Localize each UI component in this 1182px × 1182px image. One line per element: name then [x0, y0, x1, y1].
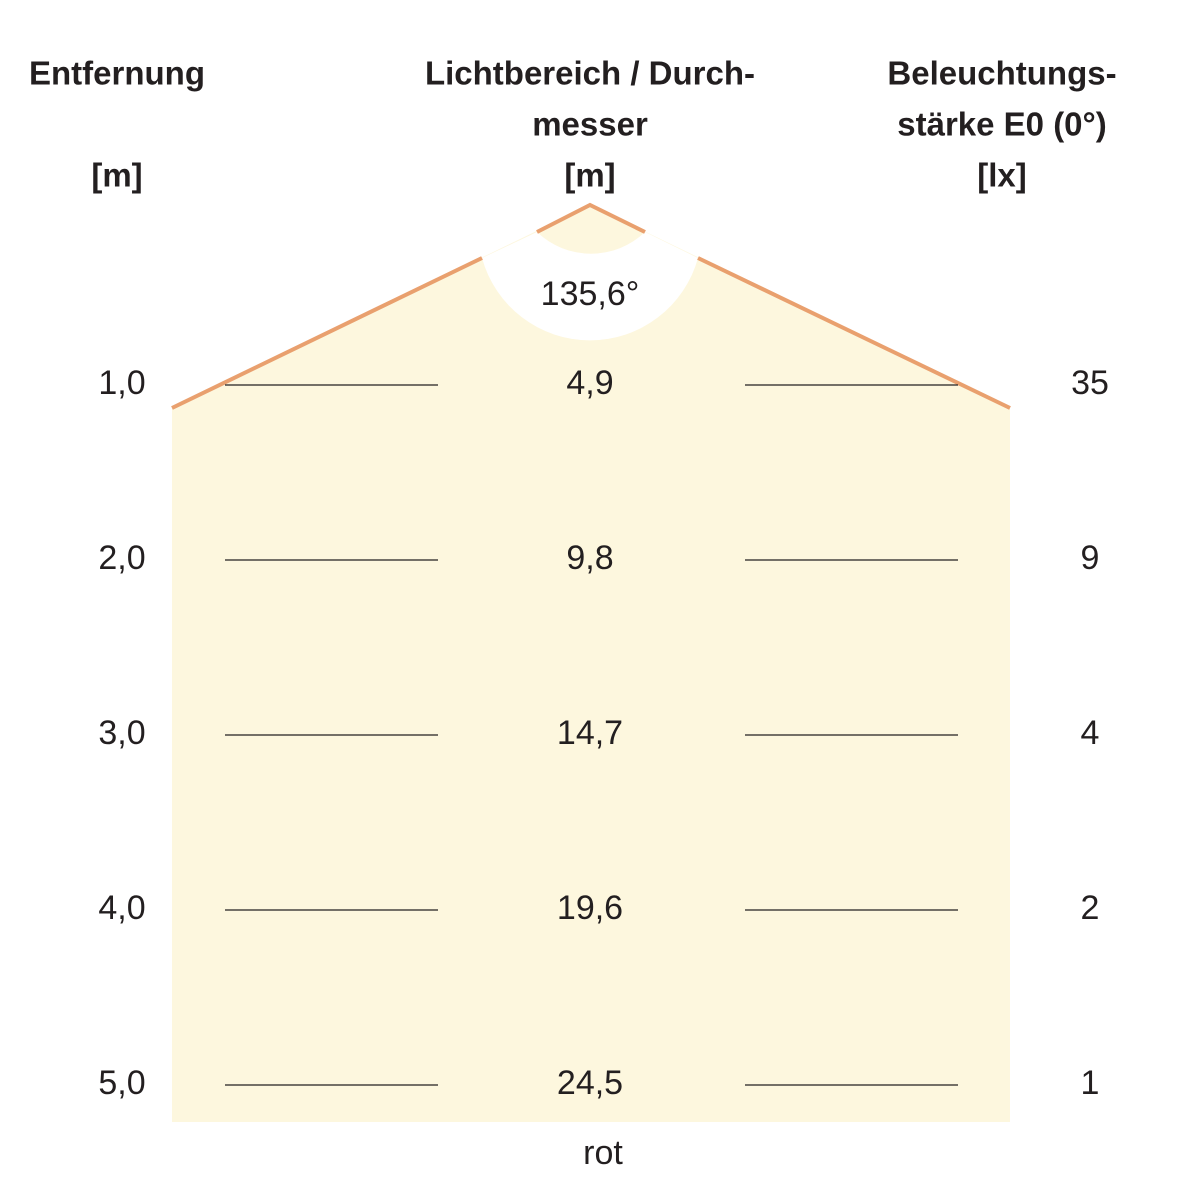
illuminance-value: 35 — [1071, 364, 1109, 402]
header-text: [lx] — [977, 157, 1027, 194]
diameter-value: 14,7 — [557, 714, 623, 752]
header-text: messer — [532, 106, 648, 143]
cone-edge-left — [171, 256, 483, 410]
angle-cutout — [482, 232, 698, 341]
header-text: stärke E0 (0°) — [897, 106, 1106, 143]
footer: rot — [583, 1134, 623, 1172]
distance-value: 2,0 — [98, 539, 145, 577]
distance-value: 5,0 — [98, 1064, 145, 1102]
header-text: Beleuchtungs- — [887, 55, 1116, 92]
cone-edge-right — [697, 256, 1011, 410]
illuminance-value: 2 — [1081, 889, 1100, 927]
illuminance-value: 4 — [1081, 714, 1100, 752]
diameter-value: 9,8 — [566, 539, 613, 577]
cone-outline — [171, 202, 1011, 410]
distance-value: 3,0 — [98, 714, 145, 752]
illuminance-value: 1 — [1081, 1064, 1100, 1102]
distance-value: 1,0 — [98, 364, 145, 402]
light-cone — [172, 205, 1010, 1122]
illuminance-value: 9 — [1081, 539, 1100, 577]
header-text: [m] — [564, 157, 615, 194]
cone-peak — [536, 202, 646, 234]
distance-value: 4,0 — [98, 889, 145, 927]
diameter-value: 24,5 — [557, 1064, 623, 1102]
header-text: [m] — [91, 157, 142, 194]
header-text: Entfernung — [29, 55, 205, 92]
beam-angle: 135,6° — [541, 275, 640, 313]
header-text: Lichtbereich / Durch- — [425, 55, 755, 92]
diameter-value: 4,9 — [566, 364, 613, 402]
diameter-value: 19,6 — [557, 889, 623, 927]
